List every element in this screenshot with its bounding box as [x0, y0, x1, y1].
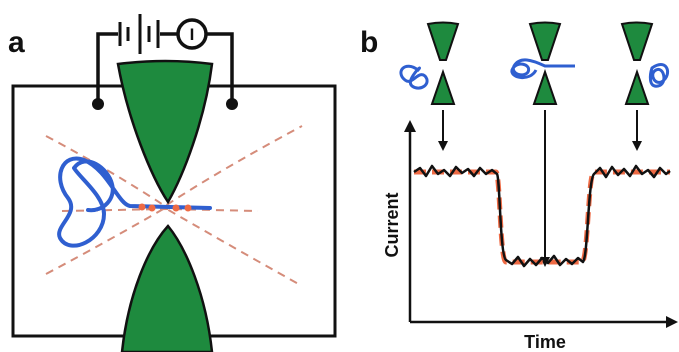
panel-b-label: b: [360, 26, 378, 59]
x-axis-label: Time: [524, 332, 566, 352]
polymer-coil-icon: [510, 58, 575, 79]
measured-current-trace: [413, 164, 671, 268]
contact-dot-right: [226, 98, 238, 110]
contact-dot-left: [92, 98, 104, 110]
wire-left: [96, 32, 118, 104]
fit-trace: [414, 169, 670, 265]
electrode-tip-icon: [620, 21, 654, 61]
ammeter-icon: I: [176, 18, 208, 50]
polymer-coil-icon: [399, 64, 429, 90]
wire-right: [206, 32, 234, 104]
polymer-coil-icon: [648, 63, 669, 88]
state-empty-gap: [399, 21, 460, 151]
y-axis-label: Current: [382, 192, 402, 257]
electrode-tip-icon: [528, 21, 562, 61]
electrode-tip-icon: [532, 68, 558, 105]
ammeter-label: I: [190, 25, 195, 44]
electrode-tip-icon: [430, 68, 456, 105]
battery-icon: [118, 14, 160, 54]
panel-a-label: a: [8, 26, 25, 59]
polymer-coil-icon: [57, 156, 212, 248]
state-molecule-in-gap: [510, 21, 575, 267]
current-time-axes: Current Time: [382, 120, 678, 352]
upper-electrode-tip: [116, 59, 214, 205]
electrode-tip-icon: [624, 68, 650, 105]
lower-electrode-tip: [120, 224, 214, 352]
state-empty-gap-after: [620, 21, 669, 151]
electrode-tip-icon: [426, 21, 460, 61]
